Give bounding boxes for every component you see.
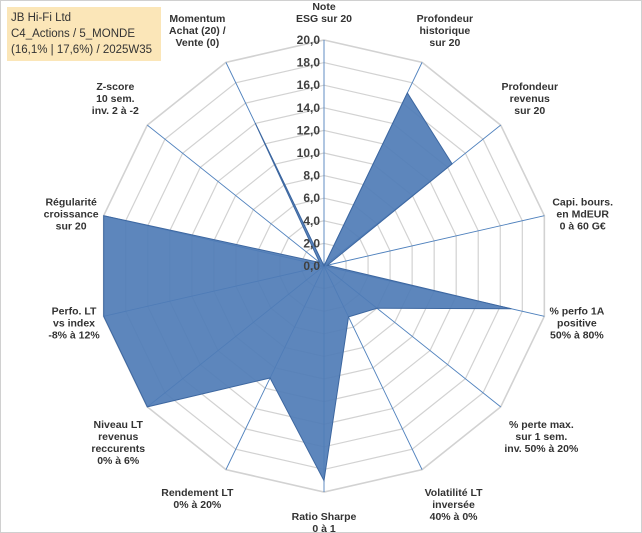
axis-label-line: 50% à 80% [550, 329, 604, 341]
axis-label: Volatilité LT inversée 40% à 0% [425, 487, 484, 523]
axis-label-line: vs index [53, 317, 95, 329]
axis-label-line: Régularité [45, 197, 97, 209]
axis-label: Perfo. LT vs index -8% à 12% [48, 305, 100, 341]
r-tick-label: 20,0 [297, 33, 321, 47]
r-tick-label: 18,0 [297, 56, 321, 70]
stats-label: (16,1% | 17,6%) / 2025W35 [11, 44, 153, 56]
company-name: JB Hi-Fi Ltd [11, 12, 72, 24]
axis-label: Momentum Achat (20) / Vente (0) [169, 13, 226, 49]
axis-label-line: sur 20 [429, 37, 460, 49]
r-tick-label: 4,0 [303, 214, 320, 228]
axis-label-line: Ratio Sharpe [292, 511, 357, 523]
axis-label-line: inversée [432, 499, 475, 511]
axis-label-line: historique [419, 25, 470, 37]
axis-label-line: Profondeur [501, 81, 558, 93]
axis-label: % perte max. sur 1 sem. inv. 50% à 20% [504, 419, 579, 455]
axis-label: Note ESG sur 20 [296, 1, 352, 25]
axis-label: Ratio Sharpe 0 à 1 [292, 511, 357, 533]
axis-label-line: -8% à 12% [48, 329, 100, 341]
axis-label: Régularité croissance sur 20 [44, 197, 99, 233]
axis-label-line: Profondeur [417, 13, 474, 25]
axis-label: % perfo 1A positive 50% à 80% [549, 305, 604, 341]
axis-label-line: Volatilité LT [425, 487, 484, 499]
axis-label-line: Note [312, 1, 335, 13]
r-tick-label: 14,0 [297, 101, 321, 115]
r-tick-label: 16,0 [297, 78, 321, 92]
axis-label: Profondeur historique sur 20 [417, 13, 474, 49]
axis-label-line: Momentum [169, 13, 225, 25]
axis-label-line: Rendement LT [161, 487, 234, 499]
axis-label-line: Z-score [96, 81, 134, 93]
axis-label-line: Capi. bours. [552, 197, 613, 209]
axis-label-line: 0% à 20% [173, 499, 222, 511]
axis-label-line: Niveau LT [94, 419, 144, 431]
axis-label-line: % perfo 1A [549, 305, 604, 317]
r-tick-label: 10,0 [297, 146, 321, 160]
axis-label: Rendement LT 0% à 20% [161, 487, 234, 511]
axis-label-line: reccurents [91, 443, 145, 455]
r-tick-label: 2,0 [303, 236, 320, 250]
axis-label: Capi. bours. en MdEUR 0 à 60 G€ [552, 197, 613, 233]
axis-label-line: Perfo. LT [52, 305, 97, 317]
axis-label-line: 0 à 60 G€ [560, 221, 606, 233]
axis-spoke [147, 124, 325, 267]
series-area [103, 91, 512, 483]
r-tick-label: 0,0 [303, 259, 320, 273]
r-tick-label: 12,0 [297, 123, 321, 137]
axis-label-line: revenus [98, 431, 138, 443]
r-tick-label: 8,0 [303, 169, 320, 183]
axis-label-line: sur 20 [514, 105, 545, 117]
axis-label-line: 40% à 0% [430, 511, 479, 523]
axis-label-line: 0% à 6% [97, 455, 140, 467]
axis-spoke [323, 215, 545, 267]
axis-label-line: 10 sem. [96, 93, 135, 105]
axis-label: Profondeur revenus sur 20 [501, 81, 558, 117]
axis-label: Niveau LT revenus reccurents 0% à 6% [91, 419, 145, 467]
axis-label-line: croissance [44, 209, 99, 221]
axis-label-line: Vente (0) [175, 37, 219, 49]
r-tick-label: 6,0 [303, 191, 320, 205]
axis-label-line: positive [557, 317, 597, 329]
axis-label-line: inv. 50% à 20% [504, 443, 579, 455]
axis-label-line: revenus [510, 93, 550, 105]
axis-label-line: Achat (20) / [169, 25, 226, 37]
info-box: JB Hi-Fi Ltd C4_Actions / 5_MONDE (16,1%… [7, 7, 161, 61]
category-label: C4_Actions / 5_MONDE [11, 28, 135, 40]
axis-label-line: ESG sur 20 [296, 13, 352, 25]
axis-label-line: sur 20 [56, 221, 87, 233]
axis-label-line: en MdEUR [556, 209, 609, 221]
axis-label-line: inv. 2 à -2 [92, 105, 139, 117]
axis-label-line: % perte max. [509, 419, 574, 431]
axis-label: Z-score 10 sem. inv. 2 à -2 [92, 81, 139, 117]
axis-label-line: 0 à 1 [312, 523, 336, 533]
axis-label-line: sur 1 sem. [515, 431, 567, 443]
